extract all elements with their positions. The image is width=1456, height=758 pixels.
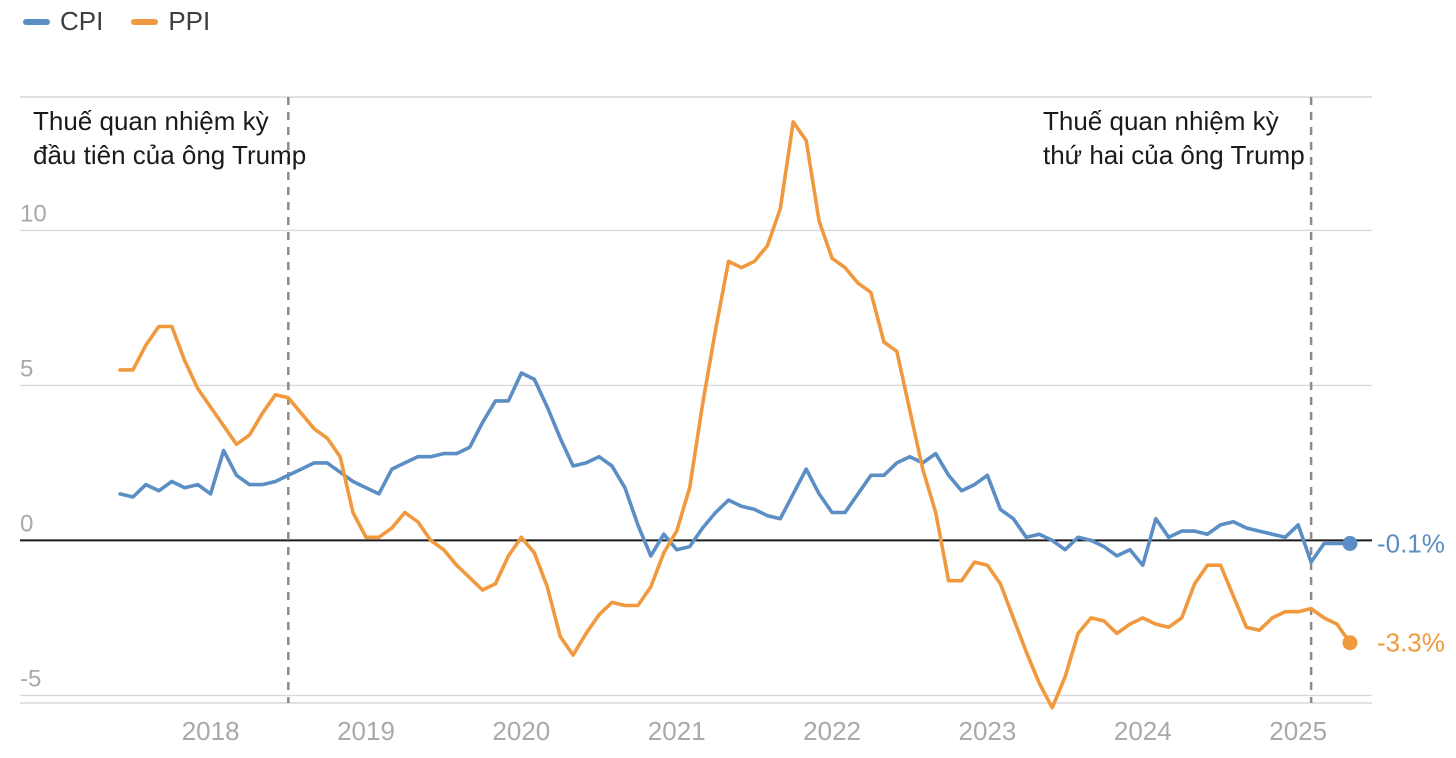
cpi-end-dot	[1342, 536, 1358, 551]
legend-item-cpi[interactable]: CPI	[23, 6, 103, 37]
x-axis-label: 2024	[1114, 716, 1172, 746]
y-axis-label: 0	[20, 510, 33, 537]
annotation-text: đầu tiên của ông Trump	[33, 140, 306, 170]
cpi-line-swatch-icon	[23, 18, 50, 25]
ppi-line-swatch-icon	[131, 18, 159, 25]
y-axis-label: -5	[20, 665, 41, 692]
legend-item-ppi[interactable]: PPI	[131, 6, 210, 37]
y-axis-label: 10	[20, 200, 47, 227]
x-axis-label: 2018	[182, 716, 240, 746]
legend-label-cpi: CPI	[60, 6, 104, 36]
y-axis-label: 5	[20, 355, 33, 382]
x-axis-label: 2025	[1269, 716, 1327, 746]
ppi-end-label: -3.3%	[1377, 628, 1445, 658]
x-axis-label: 2019	[337, 716, 395, 746]
x-axis-label: 2021	[648, 716, 706, 746]
annotation-text: thứ hai của ông Trump	[1043, 140, 1305, 170]
cpi-end-label: -0.1%	[1377, 529, 1445, 559]
chart-legend: CPI PPI	[23, 6, 210, 37]
cpi-line	[118, 371, 1352, 568]
legend-label-ppi: PPI	[168, 6, 211, 36]
annotation-text: Thuế quan nhiệm kỳ	[1043, 106, 1279, 136]
ppi-end-dot	[1342, 635, 1358, 651]
annotation-text: Thuế quan nhiệm kỳ	[33, 106, 269, 136]
ppi-line	[118, 120, 1352, 710]
x-axis-label: 2022	[803, 716, 861, 746]
x-axis-label: 2023	[959, 716, 1017, 746]
x-axis-label: 2020	[492, 716, 550, 746]
